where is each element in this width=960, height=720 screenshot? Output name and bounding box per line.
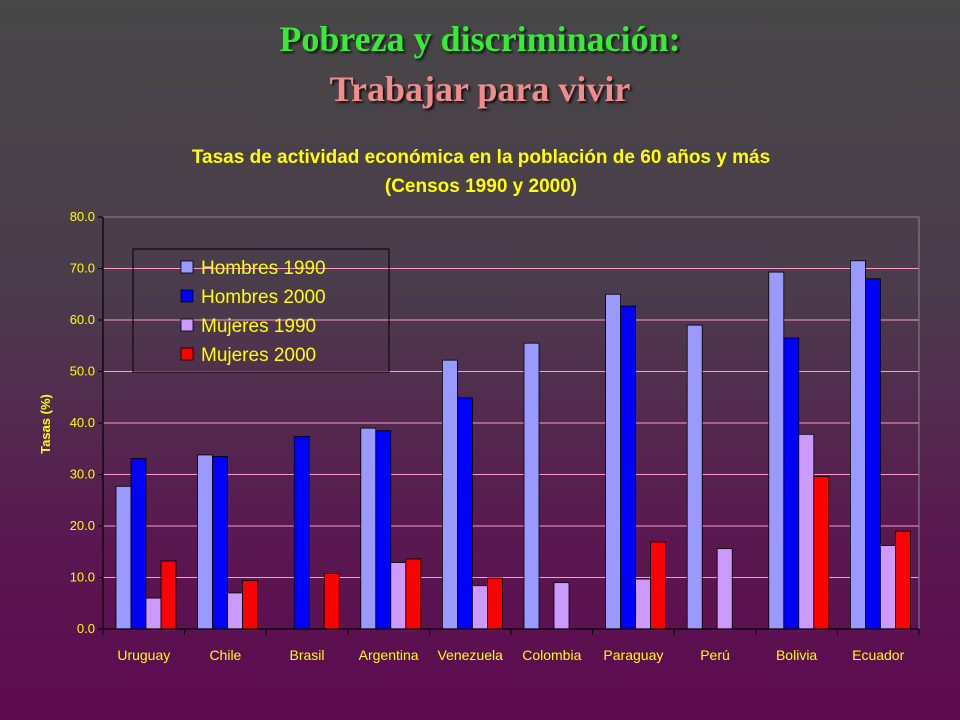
- bar: [686, 324, 703, 630]
- legend-swatch: [180, 318, 194, 332]
- x-tick-label: Uruguay: [117, 647, 170, 663]
- legend-label: Mujeres 2000: [201, 345, 316, 366]
- bar: [895, 530, 911, 630]
- legend: Hombres 1990 Hombres 2000 Mujeres 1990 Muje…: [132, 248, 390, 373]
- bar: [813, 476, 830, 630]
- bar: [471, 585, 488, 630]
- x-tick-label: Bolivia: [776, 647, 817, 663]
- legend-label: Hombres 2000: [201, 287, 326, 308]
- bar: [553, 582, 570, 630]
- bar: [293, 435, 310, 630]
- bar: [323, 572, 340, 630]
- y-tick-label: 10.0: [70, 570, 95, 585]
- y-tick-label: 40.0: [70, 415, 95, 430]
- bar: [227, 592, 244, 630]
- bar: [456, 397, 473, 630]
- y-tick-label: 20.0: [70, 518, 95, 533]
- slide-title: Pobreza y discriminación:: [279, 19, 681, 59]
- bar: [783, 337, 800, 630]
- bar: [130, 458, 147, 630]
- x-tick-label: Colombia: [522, 647, 581, 663]
- bar: [798, 433, 815, 630]
- bar: [486, 577, 503, 630]
- bar: [768, 271, 785, 630]
- bar: [650, 541, 666, 630]
- x-tick-label: Paraguay: [603, 647, 663, 663]
- x-tick-label: Chile: [209, 647, 241, 663]
- bar: [197, 454, 214, 630]
- bar: [605, 293, 621, 630]
- bar: [212, 456, 229, 630]
- bar: [850, 260, 866, 630]
- bar: [375, 430, 392, 630]
- slide-subtitle: Trabajar para vivir: [329, 69, 631, 109]
- bar: [716, 548, 733, 630]
- legend-label: Hombres 1990: [201, 258, 326, 279]
- bar: [405, 558, 422, 630]
- legend-swatch: [180, 260, 194, 274]
- bar: [390, 562, 407, 630]
- x-tick-label: Perú: [700, 647, 730, 663]
- y-tick-label: 80.0: [70, 209, 95, 224]
- bar: [441, 359, 458, 630]
- legend-swatch: [180, 289, 194, 303]
- bar: [880, 545, 896, 630]
- legend-label: Mujeres 1990: [201, 316, 316, 337]
- chart-title: Tasas de actividad económica en la pobla…: [192, 147, 770, 168]
- bar: [360, 427, 377, 630]
- bar: [145, 597, 162, 630]
- y-axis-title: Tasas (%): [38, 394, 53, 454]
- y-tick-label: 50.0: [70, 364, 95, 379]
- x-tick-label: Ecuador: [852, 647, 904, 663]
- x-tick-label: Brasil: [289, 647, 324, 663]
- legend-box: [132, 248, 390, 373]
- legend-swatch: [180, 347, 194, 361]
- bar: [635, 578, 651, 630]
- bar: [160, 560, 177, 630]
- bar: [242, 580, 259, 630]
- bar: [115, 485, 132, 630]
- chart-subtitle: (Censos 1990 y 2000): [385, 176, 577, 197]
- bar: [865, 278, 881, 630]
- bar: [523, 342, 540, 630]
- x-tick-label: Argentina: [359, 647, 419, 663]
- bar: [620, 305, 636, 630]
- y-tick-label: 30.0: [70, 467, 95, 482]
- y-tick-label: 70.0: [70, 261, 95, 276]
- y-tick-label: 0.0: [77, 621, 95, 636]
- x-tick-label: Venezuela: [437, 647, 503, 663]
- y-tick-label: 60.0: [70, 312, 95, 327]
